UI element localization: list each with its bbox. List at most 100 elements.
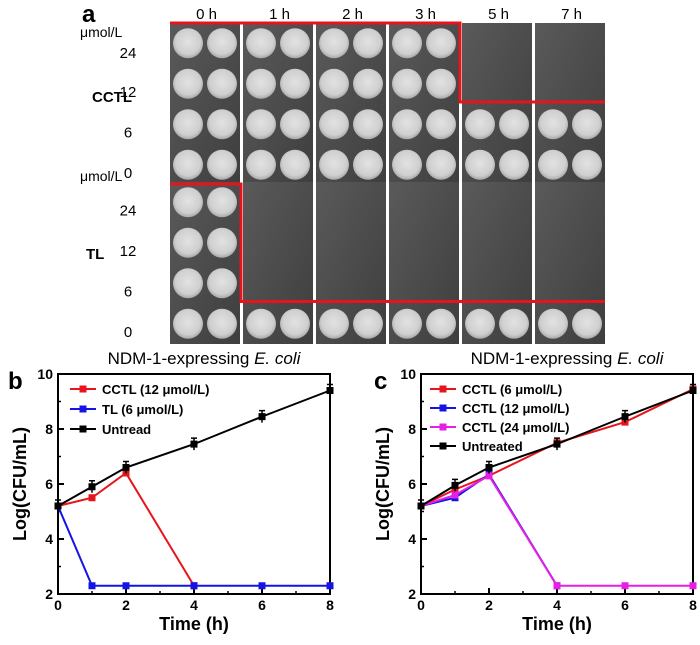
series-line — [57, 471, 195, 587]
colony-spot — [426, 109, 456, 140]
colony-spot — [173, 308, 203, 339]
time-label: 0 h — [196, 6, 217, 23]
time-label: 7 h — [561, 6, 582, 23]
row-labels: μmol/L 24 12 6 0 CCTL μmol/L 24 12 6 0 TL — [80, 24, 136, 341]
series-line — [420, 472, 558, 587]
y-tick-label: 2 — [408, 586, 416, 602]
legend: CCTL (6 μmol/L) CCTL (12 μmol/L) CCTL (24 … — [430, 382, 569, 454]
conc-label: 0 — [124, 165, 132, 182]
legend-label: Untread — [102, 422, 151, 437]
legend-label: Untreated — [462, 439, 523, 454]
colony-spot — [572, 308, 602, 339]
y-tick-label: 4 — [408, 531, 416, 547]
time-label: 5 h — [488, 6, 509, 23]
data-point — [190, 582, 198, 590]
plate-tile — [316, 23, 386, 185]
y-tick-label: 8 — [408, 421, 416, 437]
y-axis-label: Log(CFU/mL) — [10, 427, 30, 541]
series — [417, 470, 561, 590]
series-line — [420, 388, 694, 507]
colony-spot — [319, 109, 349, 140]
series — [54, 502, 334, 590]
y-tick-label: 2 — [45, 586, 53, 602]
colony-spot — [392, 149, 422, 180]
colony-spot — [246, 109, 276, 140]
series-line — [57, 389, 331, 507]
colony-spot — [173, 109, 203, 140]
colony-spot — [280, 68, 310, 99]
legend-label: CCTL (6 μmol/L) — [462, 382, 562, 397]
conc-label: 6 — [124, 283, 132, 300]
y-tick-label: 8 — [45, 421, 53, 437]
series — [54, 469, 198, 590]
plate-tile — [535, 182, 605, 344]
plate-tile — [389, 182, 459, 344]
growth-boundaries — [170, 21, 605, 303]
plate-tile — [170, 23, 240, 185]
legend-swatch-marker — [439, 442, 447, 450]
x-tick-label: 8 — [689, 597, 697, 613]
data-point — [258, 582, 266, 590]
colony-spot — [426, 149, 456, 180]
conc-label: 24 — [120, 202, 137, 219]
colony-spot — [207, 308, 237, 339]
plate-tile — [316, 182, 386, 344]
colony-spot — [173, 227, 203, 258]
colony-spot — [353, 28, 383, 59]
colony-spot — [173, 68, 203, 99]
data-point — [122, 582, 130, 590]
legend-label: TL (6 μmol/L) — [102, 402, 183, 417]
x-tick-label: 0 — [54, 597, 62, 613]
time-label: 3 h — [415, 6, 436, 23]
legend-swatch-marker — [439, 385, 447, 393]
colony-spot — [572, 149, 602, 180]
conc-label: 24 — [120, 45, 137, 62]
series-line — [420, 474, 693, 587]
x-tick-label: 8 — [326, 597, 334, 613]
colony-spot — [538, 149, 568, 180]
colony-spot — [426, 28, 456, 59]
colony-spot — [319, 68, 349, 99]
y-tick-label: 6 — [408, 476, 416, 492]
plate-tile — [462, 182, 532, 344]
colony-spot — [465, 149, 495, 180]
x-tick-label: 4 — [553, 597, 561, 613]
conc-label: 12 — [120, 84, 137, 101]
plate-tile — [389, 23, 459, 185]
conc-unit-label: μmol/L — [80, 168, 123, 184]
colony-spot — [538, 109, 568, 140]
colony-spot — [353, 308, 383, 339]
colony-spot — [280, 149, 310, 180]
x-axis-label: Time (h) — [522, 614, 592, 634]
chart-title: NDM-1-expressing E. coli — [108, 349, 302, 368]
time-label: 1 h — [269, 6, 290, 23]
data-point — [553, 582, 561, 590]
colony-spot — [246, 308, 276, 339]
conc-label: 12 — [120, 243, 137, 260]
colony-spot — [353, 109, 383, 140]
x-tick-label: 2 — [485, 597, 493, 613]
chart-title: NDM-1-expressing E. coli — [471, 349, 665, 368]
y-tick-label: 6 — [45, 476, 53, 492]
colony-spot — [572, 109, 602, 140]
colony-spot — [426, 308, 456, 339]
data-point — [689, 582, 697, 590]
colony-spot — [246, 68, 276, 99]
colony-spot — [353, 149, 383, 180]
boundary-tl — [170, 182, 605, 303]
legend-label: CCTL (24 μmol/L) — [462, 420, 569, 435]
legend-swatch-marker — [79, 385, 87, 393]
colony-spot — [207, 227, 237, 258]
colony-spot — [392, 68, 422, 99]
colony-spot — [207, 149, 237, 180]
plate-grid — [170, 23, 605, 344]
colony-spot — [499, 149, 529, 180]
colony-spot — [173, 28, 203, 59]
colony-spot — [392, 308, 422, 339]
legend-swatch-marker — [439, 404, 447, 412]
group-label: CCTL — [92, 89, 132, 106]
plate-tile — [243, 182, 313, 344]
